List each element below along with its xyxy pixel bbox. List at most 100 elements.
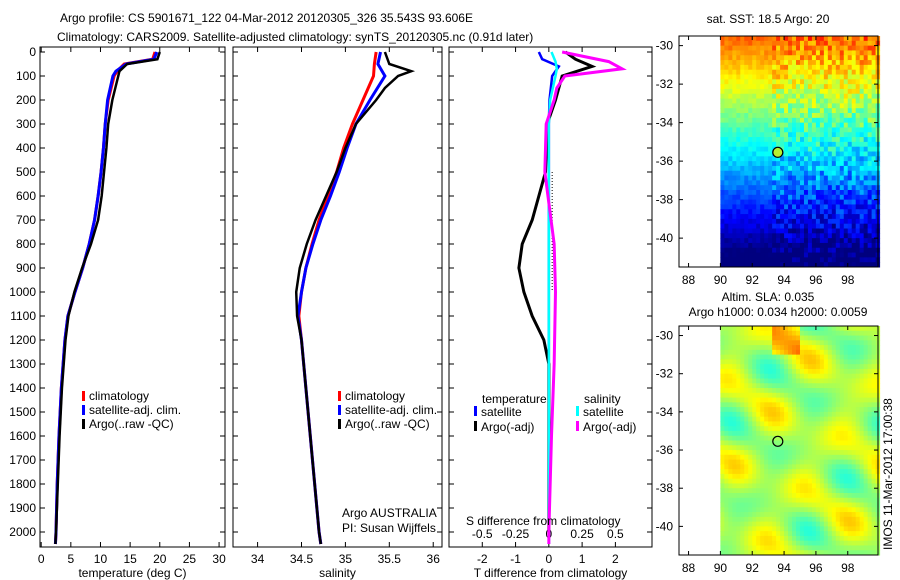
map-cell bbox=[831, 326, 837, 332]
map-cell bbox=[728, 50, 733, 56]
map-cell bbox=[756, 430, 761, 437]
lon-tick-label: 90 bbox=[714, 273, 728, 287]
map-cell bbox=[768, 540, 773, 546]
map-cell bbox=[859, 516, 865, 523]
map-cell bbox=[768, 103, 773, 109]
map-cell bbox=[835, 223, 841, 229]
map-cell bbox=[855, 473, 861, 480]
map-cell bbox=[768, 242, 773, 249]
map-cell bbox=[724, 521, 729, 527]
map-cell bbox=[728, 430, 733, 437]
map-cell bbox=[764, 161, 769, 167]
map-cell bbox=[799, 531, 805, 537]
map-cell bbox=[863, 223, 869, 229]
x-tick-label: -1 bbox=[510, 552, 521, 566]
map-cell bbox=[803, 450, 809, 456]
map-cell bbox=[784, 223, 789, 229]
map-cell bbox=[815, 146, 821, 152]
map-cell bbox=[732, 459, 737, 465]
map-cell bbox=[863, 335, 869, 341]
map-cell bbox=[799, 512, 805, 518]
map-cell bbox=[732, 354, 737, 360]
map-cell bbox=[799, 388, 805, 394]
map-cell bbox=[851, 74, 857, 80]
map-cell bbox=[720, 194, 725, 201]
map-cell bbox=[807, 340, 813, 346]
map-cell bbox=[859, 103, 865, 109]
map-cell bbox=[776, 190, 781, 196]
map-cell bbox=[815, 459, 821, 465]
map-cell bbox=[760, 502, 765, 508]
map-cell bbox=[796, 550, 801, 556]
map-cell bbox=[839, 426, 845, 432]
map-cell bbox=[843, 122, 849, 128]
map-cell bbox=[823, 469, 829, 475]
map-cell bbox=[807, 469, 813, 475]
map-cell bbox=[803, 93, 809, 100]
map-cell bbox=[768, 526, 773, 532]
map-cell bbox=[776, 359, 781, 365]
map-cell bbox=[815, 108, 821, 114]
map-cell bbox=[843, 113, 849, 119]
map-cell bbox=[760, 359, 765, 365]
map-cell bbox=[807, 397, 813, 403]
map-cell bbox=[792, 540, 797, 546]
map-cell bbox=[851, 469, 857, 475]
map-cell bbox=[736, 190, 741, 196]
map-cell bbox=[847, 98, 853, 104]
map-cell bbox=[752, 60, 757, 66]
map-cell bbox=[744, 450, 749, 456]
map-cell bbox=[803, 132, 809, 138]
map-cell bbox=[740, 349, 745, 356]
map-cell bbox=[736, 488, 741, 494]
map-cell bbox=[764, 473, 769, 480]
map-cell bbox=[744, 242, 749, 249]
map-cell bbox=[843, 132, 849, 138]
map-cell bbox=[811, 50, 817, 56]
map-cell bbox=[728, 185, 733, 191]
map-cell bbox=[871, 209, 877, 215]
map-cell bbox=[756, 84, 761, 90]
map-cell bbox=[867, 478, 873, 484]
map-cell bbox=[736, 60, 741, 66]
map-cell bbox=[720, 257, 725, 263]
map-cell bbox=[871, 69, 877, 75]
map-cell bbox=[867, 122, 873, 128]
map-cell bbox=[839, 185, 845, 191]
map-cell bbox=[780, 368, 785, 375]
map-cell bbox=[772, 445, 777, 451]
map-cell bbox=[803, 223, 809, 229]
map-cell bbox=[871, 40, 877, 47]
map-cell bbox=[768, 535, 773, 542]
map-cell bbox=[859, 204, 865, 210]
map-cell bbox=[720, 98, 725, 104]
map-cell bbox=[776, 507, 781, 513]
map-cell bbox=[807, 141, 813, 148]
map-cell bbox=[855, 535, 861, 542]
map-cell bbox=[776, 209, 781, 215]
map-cell bbox=[720, 55, 725, 61]
map-cell bbox=[780, 526, 785, 532]
map-cell bbox=[784, 440, 789, 446]
map-cell bbox=[859, 340, 865, 346]
map-cell bbox=[827, 407, 833, 413]
map-cell bbox=[760, 238, 765, 244]
map-cell bbox=[803, 228, 809, 234]
map-cell bbox=[811, 478, 817, 484]
map-cell bbox=[724, 45, 729, 51]
map-cell bbox=[756, 161, 761, 167]
map-cell bbox=[720, 151, 725, 157]
map-cell bbox=[776, 113, 781, 119]
map-cell bbox=[788, 199, 793, 205]
map-cell bbox=[823, 69, 829, 75]
map-cell bbox=[760, 214, 765, 220]
map-cell bbox=[799, 407, 805, 413]
map-cell bbox=[855, 84, 861, 90]
map-cell bbox=[756, 416, 761, 422]
map-cell bbox=[752, 540, 757, 546]
map-cell bbox=[851, 175, 857, 181]
map-cell bbox=[799, 411, 805, 418]
map-cell bbox=[776, 349, 781, 356]
map-cell bbox=[811, 545, 817, 551]
map-cell bbox=[752, 209, 757, 215]
